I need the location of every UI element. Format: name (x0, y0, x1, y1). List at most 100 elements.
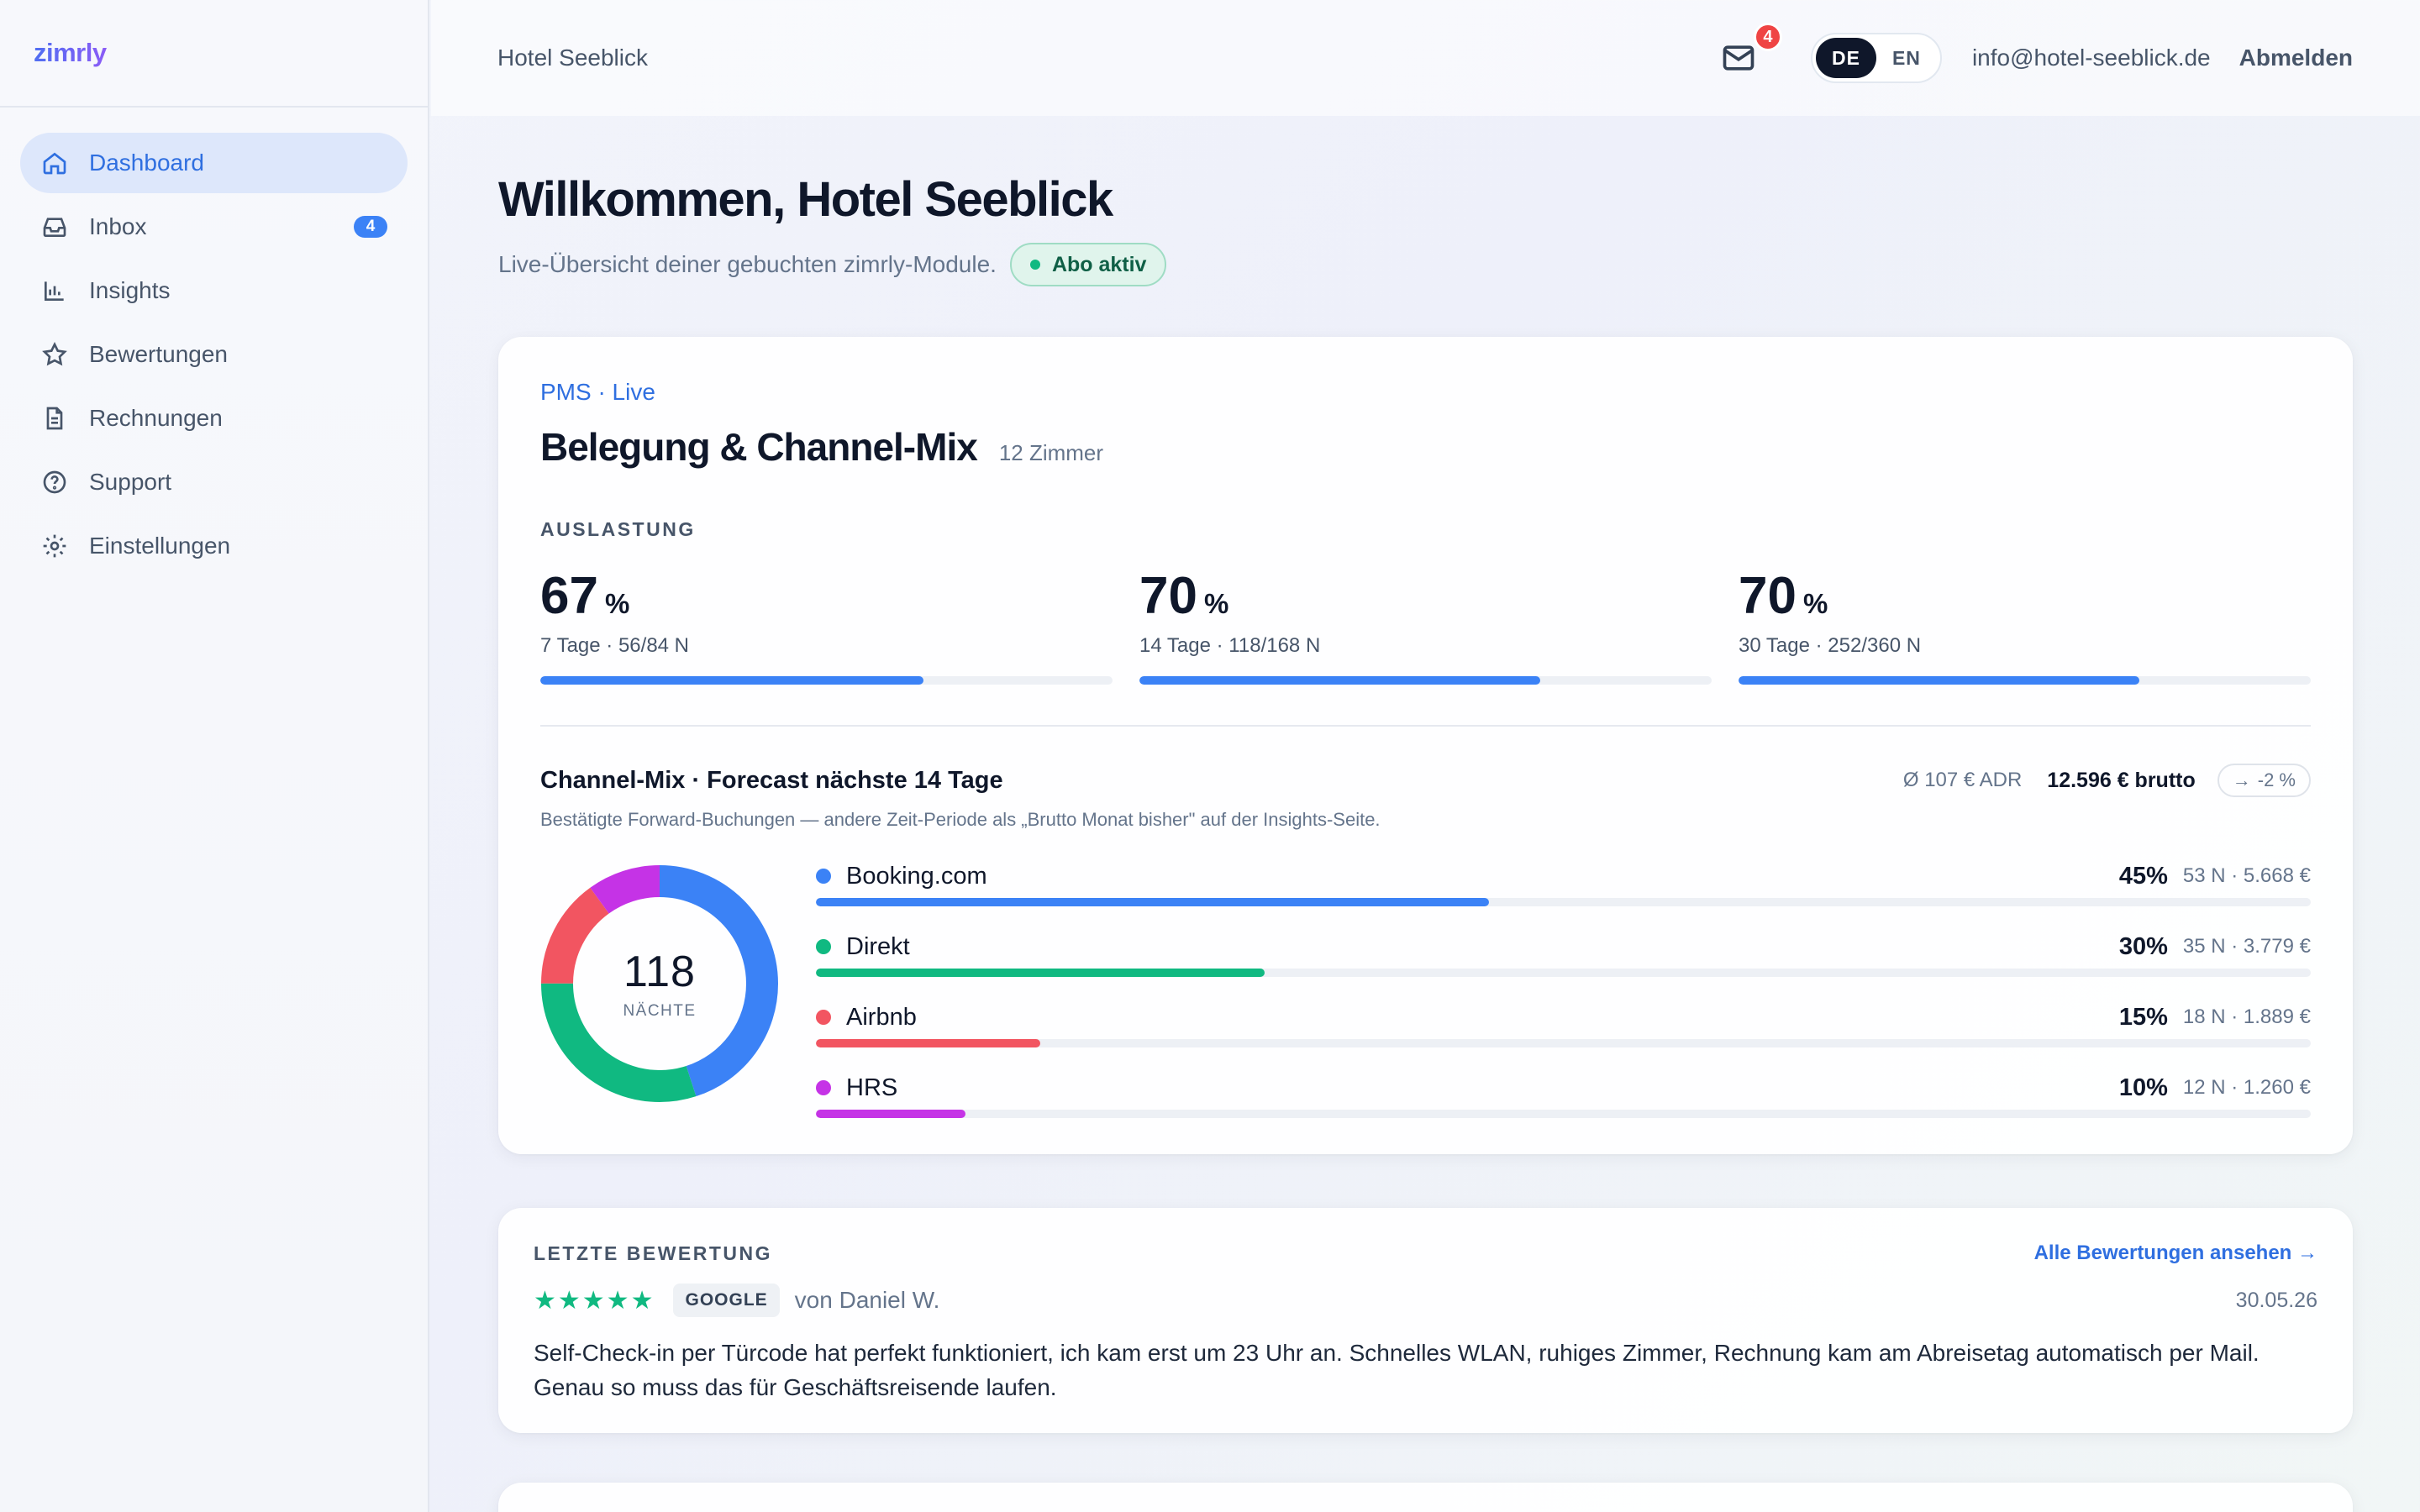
occupancy-meta: 14 Tage · 118/168 N (1139, 634, 1321, 657)
review-author: von Daniel W. (794, 1287, 940, 1313)
review-section-label: LETZTE BEWERTUNG (534, 1242, 773, 1264)
channel-list: Booking.com 45% 53 N · 5.668 € Direkt 30… (816, 861, 2311, 1143)
sidebar-item-insights[interactable]: Insights (20, 260, 408, 321)
occupancy-number: 70 (1739, 567, 1797, 625)
review-header: LETZTE BEWERTUNG Alle Bewertungen ansehe… (534, 1242, 2317, 1265)
occupancy-unit: % (1203, 588, 1229, 619)
occupancy-meta: 30 Tage · 252/360 N (1739, 634, 1922, 657)
occupancy-14-days: 70% 14 Tage · 118/168 N (1139, 566, 1712, 685)
channel-meta: 53 N · 5.668 € (2182, 864, 2311, 887)
occupancy-bar-fill (1139, 676, 1540, 685)
sidebar-item-support[interactable]: Support (20, 452, 408, 512)
pms-title-row: Belegung & Channel-Mix 12 Zimmer (540, 424, 2311, 470)
channel-color-dot (816, 939, 831, 954)
donut-center: 118 NÄCHTE (540, 864, 779, 1103)
sidebar-item-label: Insights (89, 277, 171, 303)
channel-bar (816, 898, 2311, 906)
channel-bar-fill (816, 1110, 965, 1118)
review-meta: ★★★★★ GOOGLE von Daniel W. 30.05.26 (534, 1284, 2317, 1317)
occupancy-value: 67% (540, 566, 1113, 626)
star-icon (40, 340, 69, 369)
channel-mix-header: Channel-Mix · Forecast nächste 14 Tage Ø… (540, 764, 2311, 797)
occupancy-bar (1139, 676, 1712, 685)
occupancy-row: 67% 7 Tage · 56/84 N 70% 14 Tage · 118/1… (540, 566, 2311, 685)
next-card-partial (498, 1483, 2353, 1512)
rating-stars: ★★★★★ (534, 1286, 655, 1315)
latest-review-card: LETZTE BEWERTUNG Alle Bewertungen ansehe… (498, 1208, 2353, 1433)
mail-button[interactable]: 4 (1720, 23, 1782, 76)
channel-bar-fill (816, 1039, 1040, 1047)
occupancy-7-days: 67% 7 Tage · 56/84 N (540, 566, 1113, 685)
inbox-icon (40, 213, 69, 241)
channel-color-dot (816, 869, 831, 884)
all-reviews-link[interactable]: Alle Bewertungen ansehen → (2033, 1242, 2317, 1264)
channel-bar (816, 1039, 2311, 1047)
channel-donut-chart: 118 NÄCHTE (540, 864, 779, 1103)
subscription-status-badge: Abo aktiv (1009, 243, 1167, 286)
lang-en-button[interactable]: EN (1891, 46, 1921, 69)
channel-row-head: Airbnb 15% 18 N · 1.889 € (816, 1002, 2311, 1032)
occupancy-30-days: 70% 30 Tage · 252/360 N (1739, 566, 2311, 685)
page-subtitle: Live-Übersicht deiner gebuchten zimrly-M… (498, 251, 997, 277)
sidebar-item-bewertungen[interactable]: Bewertungen (20, 324, 408, 385)
subscription-status-label: Abo aktiv (1051, 252, 1147, 276)
channel-row-booking: Booking.com 45% 53 N · 5.668 € (816, 861, 2311, 906)
occupancy-unit: % (1802, 588, 1828, 619)
occupancy-meta: 7 Tage · 56/84 N (540, 634, 690, 657)
main-content: Willkommen, Hotel Seeblick Live-Übersich… (498, 116, 2353, 1433)
inbox-count-badge: 4 (354, 216, 387, 238)
occupancy-bar-fill (1739, 676, 2139, 685)
channel-row-head: HRS 10% 12 N · 1.260 € (816, 1073, 2311, 1103)
divider (540, 725, 2311, 727)
status-dot (1029, 260, 1040, 270)
channel-row-hrs: HRS 10% 12 N · 1.260 € (816, 1073, 2311, 1118)
mail-icon (1723, 45, 1754, 71)
logout-button[interactable]: Abmelden (2238, 45, 2353, 71)
topbar: Hotel Seeblick 4 DE EN info@hotel-seebli… (431, 0, 2420, 116)
channel-meta: 12 N · 1.260 € (2182, 1076, 2311, 1099)
total-nights-label: NÄCHTE (623, 1002, 697, 1020)
trend-value: -2 % (2257, 769, 2296, 790)
channel-percent: 10% (2118, 1074, 2168, 1101)
channel-bar-fill (816, 898, 1489, 906)
help-circle-icon (40, 468, 69, 496)
channel-row-airbnb: Airbnb 15% 18 N · 1.889 € (816, 1002, 2311, 1047)
occupancy-value: 70% (1139, 566, 1712, 626)
channel-name: Booking.com (846, 862, 987, 890)
trend-badge: → -2 % (2217, 764, 2311, 797)
pms-tag: PMS · Live (540, 379, 655, 405)
channel-percent: 45% (2118, 862, 2168, 890)
channel-mix-body: 118 NÄCHTE Booking.com 45% 53 N · 5.668 … (540, 861, 2311, 1143)
channel-row-head: Booking.com 45% 53 N · 5.668 € (816, 861, 2311, 891)
sidebar-item-einstellungen[interactable]: Einstellungen (20, 516, 408, 576)
review-date: 30.05.26 (2235, 1288, 2317, 1312)
brutto-value: 12.596 € brutto (2047, 768, 2196, 792)
home-icon (40, 149, 69, 177)
account-email: info@hotel-seeblick.de (1971, 45, 2211, 71)
mail-count-badge: 4 (1753, 23, 1782, 51)
sidebar-item-label: Rechnungen (89, 405, 223, 431)
sidebar-item-label: Bewertungen (89, 341, 229, 367)
lang-de-button[interactable]: DE (1815, 38, 1876, 78)
sidebar-item-rechnungen[interactable]: Rechnungen (20, 388, 408, 449)
occupancy-value: 70% (1739, 566, 2311, 626)
language-switch: DE EN (1810, 33, 1942, 83)
donut-slice-hrs (541, 865, 778, 1102)
pms-card: PMS · Live Belegung & Channel-Mix 12 Zim… (498, 337, 2353, 1154)
sidebar-item-inbox[interactable]: Inbox 4 (20, 197, 408, 257)
sidebar-item-dashboard[interactable]: Dashboard (20, 133, 408, 193)
bar-chart-icon (40, 276, 69, 305)
channel-name: Airbnb (846, 1003, 917, 1031)
gear-icon (40, 532, 69, 560)
channel-percent: 15% (2118, 1003, 2168, 1031)
channel-name: Direkt (846, 932, 910, 960)
channel-color-dot (816, 1080, 831, 1095)
sidebar-nav: Dashboard Inbox 4 Insights Bewertungen (0, 108, 428, 605)
review-text: Self-Check-in per Türcode hat perfekt fu… (534, 1340, 2260, 1400)
channel-bar (816, 1110, 2311, 1118)
channel-row-head: Direkt 30% 35 N · 3.779 € (816, 932, 2311, 962)
brand-logo[interactable]: zimrly (34, 38, 107, 67)
channel-meta: 35 N · 3.779 € (2182, 935, 2311, 958)
channel-bar (816, 969, 2311, 977)
occupancy-bar (540, 676, 1113, 685)
